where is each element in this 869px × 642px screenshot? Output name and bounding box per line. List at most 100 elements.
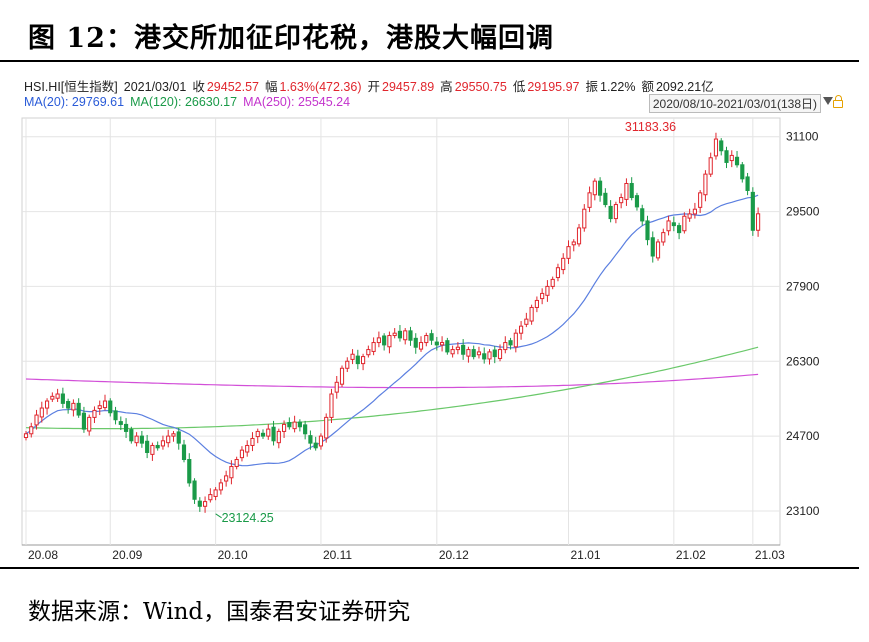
candle-body xyxy=(29,426,34,435)
candle-body xyxy=(60,393,65,404)
candle-body xyxy=(471,349,476,358)
candle-body xyxy=(561,257,566,271)
candle-body xyxy=(592,180,597,196)
candle-body xyxy=(424,335,429,344)
annotation-leader xyxy=(215,513,222,519)
candle-body xyxy=(613,204,618,220)
candle-body xyxy=(382,335,387,346)
quote-item: 振 1.22% xyxy=(585,80,636,94)
candle-body xyxy=(729,154,734,162)
candle-body xyxy=(445,340,450,353)
x-tick-label: 20.08 xyxy=(28,548,58,562)
candle-body xyxy=(624,182,629,200)
x-tick-label: 20.11 xyxy=(323,548,352,562)
y-tick-label: 26300 xyxy=(786,354,820,368)
quote-info-row: HSI.HI[恒生指数] 2021/03/01 收 29452.57 幅 1.63%(47… xyxy=(24,76,720,95)
candle-body xyxy=(155,444,160,449)
candle-body xyxy=(576,227,582,245)
candle-body xyxy=(629,182,634,199)
ma-legend-item: MA(120): 26630.17 xyxy=(130,95,238,109)
candle-body xyxy=(208,494,213,501)
candle-body xyxy=(292,421,297,430)
candle-body xyxy=(513,332,518,348)
candle-body xyxy=(39,407,44,418)
candle-body xyxy=(587,192,592,208)
candle-body xyxy=(545,285,550,296)
candle-body xyxy=(655,241,661,259)
candle-body xyxy=(239,449,245,459)
candle-body xyxy=(145,440,150,453)
candle-body xyxy=(640,208,645,222)
candle-body xyxy=(756,213,761,231)
candle-body xyxy=(218,482,223,491)
x-tick-label: 20.12 xyxy=(439,548,469,562)
candle-body xyxy=(719,140,724,152)
candle-body xyxy=(413,337,418,348)
candle-body xyxy=(250,437,255,446)
candle-body xyxy=(645,220,650,241)
dropdown-arrow-icon[interactable] xyxy=(823,97,833,105)
y-tick-label: 27900 xyxy=(786,279,820,293)
candle-body xyxy=(334,381,339,393)
candle-body xyxy=(603,192,608,206)
candle-body xyxy=(529,306,534,322)
candle-body xyxy=(440,342,445,346)
candle-body xyxy=(339,367,345,385)
candle-body xyxy=(671,222,676,227)
candle-body xyxy=(192,480,197,500)
quote-item: 额 2092.21亿 xyxy=(641,80,714,94)
candle-body xyxy=(102,400,108,409)
candle-body xyxy=(508,340,513,346)
candle-body xyxy=(524,318,529,325)
candle-body xyxy=(745,176,750,192)
extreme-annotation: 31183.36 xyxy=(625,120,676,134)
candle-body xyxy=(392,332,397,337)
candle-body xyxy=(213,489,218,497)
candle-body xyxy=(176,431,181,444)
candle-body xyxy=(692,208,697,215)
candle-body xyxy=(181,444,187,461)
candle-body xyxy=(450,349,455,355)
candle-body xyxy=(482,353,487,360)
ma20-line xyxy=(25,194,759,467)
candle-body xyxy=(287,422,292,428)
bottom-rule xyxy=(0,567,859,569)
quote-item: 低 29195.97 xyxy=(512,80,580,94)
candle-body xyxy=(81,412,87,430)
candle-body xyxy=(44,400,50,409)
candle-body xyxy=(92,409,97,418)
candle-body xyxy=(197,500,202,507)
candle-body xyxy=(324,416,329,439)
candle-body xyxy=(555,267,561,279)
candle-body xyxy=(187,459,192,484)
lock-icon[interactable] xyxy=(833,95,843,108)
candle-body xyxy=(408,330,413,341)
candle-body xyxy=(150,444,155,455)
candle-body xyxy=(366,349,371,356)
candle-body xyxy=(224,475,229,482)
candle-body xyxy=(650,237,655,257)
candle-body xyxy=(71,402,76,411)
candle-body xyxy=(245,444,250,453)
ma-legend-item: MA(20): 29769.61 xyxy=(24,95,125,109)
ma120-line xyxy=(25,346,759,430)
candle-body xyxy=(713,138,719,157)
candle-body xyxy=(434,341,439,346)
date-range-box[interactable]: 2020/08/10-2021/03/01(138日) xyxy=(648,94,821,113)
quote-item: 2021/03/01 xyxy=(123,80,187,94)
candle-body xyxy=(461,344,466,355)
candle-body xyxy=(492,349,497,358)
quote-item: 收 29452.57 xyxy=(192,80,259,94)
candle-body xyxy=(171,433,176,437)
y-tick-label: 24700 xyxy=(786,429,820,443)
candle-body xyxy=(550,278,555,287)
candle-body xyxy=(276,430,281,444)
candle-body xyxy=(708,157,713,175)
candle-body xyxy=(503,342,508,351)
candle-body xyxy=(571,241,576,246)
candle-body xyxy=(229,466,234,479)
candle-body xyxy=(23,433,29,439)
candle-body xyxy=(123,423,129,432)
candle-body xyxy=(418,342,424,350)
top-rule xyxy=(0,60,859,62)
